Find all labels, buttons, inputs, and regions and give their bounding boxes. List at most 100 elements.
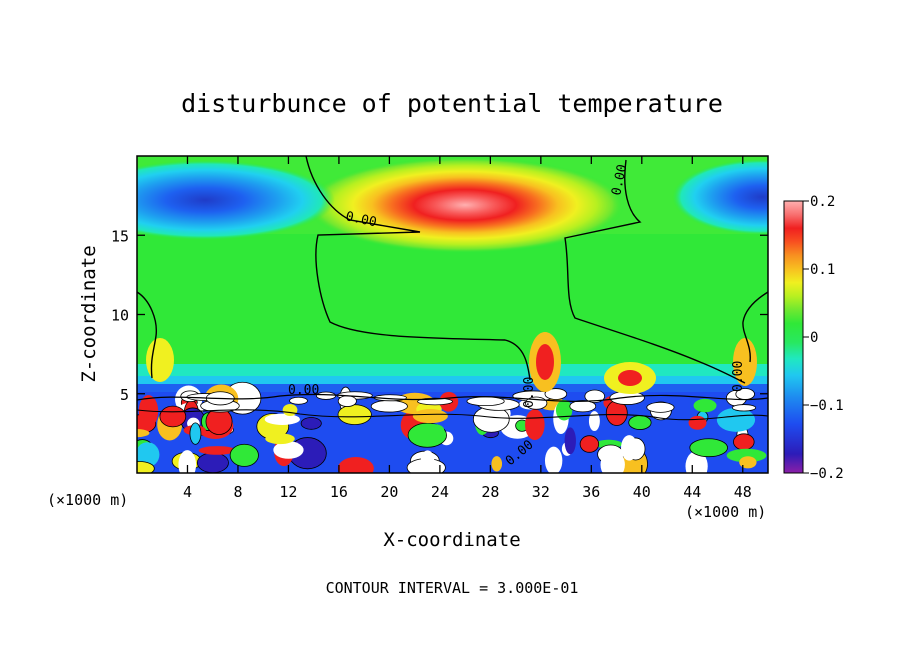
warm-core	[305, 157, 625, 253]
colorbar	[783, 200, 804, 474]
x-tick-label-44: 44	[683, 483, 701, 501]
x-tick-label-12: 12	[279, 483, 297, 501]
x-tick-label-28: 28	[481, 483, 499, 501]
contour-label-3: 0.00	[288, 383, 319, 398]
turbulent-blob	[229, 443, 259, 467]
y-axis-ticks: 5 10 15	[111, 227, 768, 404]
eddy	[646, 401, 675, 413]
turbulent-blob	[198, 446, 236, 455]
x-tick-label-4: 4	[183, 483, 192, 501]
turbulent-blobs	[137, 381, 767, 473]
turbulent-blob	[588, 411, 600, 431]
colorbar-label-0: 0.2	[810, 194, 835, 210]
eddy	[544, 388, 568, 400]
x-tick-label-8: 8	[233, 483, 242, 501]
eddy	[466, 396, 505, 407]
zero-contour-lower	[137, 393, 768, 402]
y-axis-label: Z-coordinate	[78, 245, 100, 382]
x-tick-label-40: 40	[633, 483, 651, 501]
y-tick-label-5: 5	[120, 386, 129, 404]
eddy	[337, 395, 357, 407]
turbulent-blob	[137, 461, 155, 473]
turbulent-blob	[264, 413, 300, 425]
turbulent-blob	[137, 429, 150, 438]
eddy	[731, 404, 757, 412]
eddy	[584, 389, 606, 403]
turbulent-blob	[189, 422, 202, 445]
contour-label-6: 0.00	[731, 361, 746, 392]
eddy	[315, 391, 337, 400]
turbulent-blob	[412, 409, 448, 424]
colorbar-label-3: −0.1	[810, 398, 844, 414]
cold-core-right	[672, 159, 768, 235]
cold-core-left	[137, 160, 335, 240]
turbulent-blob	[282, 403, 298, 416]
warm-plume-1-core	[536, 344, 554, 380]
colorbar-label-4: −0.2	[810, 466, 844, 482]
zero-contour-right-edge	[742, 291, 768, 363]
transition-band-2	[137, 376, 768, 384]
turbulent-blob	[621, 435, 638, 461]
contour-label-1: 0.00	[344, 209, 378, 230]
turbulent-blob	[525, 409, 545, 441]
x-tick-label-16: 16	[330, 483, 348, 501]
zero-contour-right	[564, 159, 746, 384]
turbulent-blob	[716, 407, 756, 432]
x-tick-label-24: 24	[431, 483, 449, 501]
turbulent-blob	[564, 427, 576, 455]
zero-contour-lower-2	[137, 409, 768, 421]
chart-title: disturbunce of potential temperature	[181, 89, 723, 118]
turbulent-blob	[159, 405, 187, 428]
turbulent-blob	[422, 423, 445, 436]
y-tick-label-15: 15	[111, 227, 129, 245]
turbulent-blob	[600, 450, 625, 473]
turbulent-blob	[555, 399, 573, 421]
turbulent-blob	[420, 450, 435, 471]
transition-band-1	[137, 364, 768, 376]
x-axis-ticks: 4 8 12 16 20 24 28 32 36 40 44 48	[183, 156, 752, 501]
x-tick-label-36: 36	[582, 483, 600, 501]
colorbar-label-2: 0	[810, 330, 818, 346]
warm-plume-2-core	[618, 370, 642, 386]
eddy	[370, 400, 408, 413]
plot-area: 0.00 0.00 0.00 0.00 0.00 0.00	[137, 156, 768, 473]
turbulent-blob	[196, 452, 229, 473]
warm-plume-3	[146, 338, 174, 382]
x-unit-right: (×1000 m)	[685, 503, 766, 521]
turbulent-blob	[137, 442, 160, 468]
turbulent-blob	[733, 433, 755, 451]
turbulent-blob	[739, 456, 757, 469]
turbulent-blob	[726, 448, 767, 463]
y-tick-label-10: 10	[111, 307, 129, 325]
contour-label-2: 0.00	[609, 163, 630, 197]
zero-contour-upper	[305, 156, 531, 381]
x-unit-left: (×1000 m)	[47, 491, 128, 509]
contour-label-4: 0.00	[522, 377, 537, 408]
turbulent-blob	[300, 417, 322, 430]
turbulent-blob	[689, 438, 728, 458]
x-axis-label: X-coordinate	[383, 529, 520, 551]
turbulent-blob	[693, 398, 717, 413]
x-tick-label-48: 48	[734, 483, 752, 501]
turbulent-blob	[337, 457, 374, 473]
turbulent-blob	[628, 415, 652, 430]
colorbar-label-1: 0.1	[810, 262, 835, 278]
zero-contour-left-edge	[137, 291, 157, 379]
transition-band-3	[137, 384, 768, 392]
turbulent-blob	[688, 415, 707, 430]
eddy	[569, 400, 597, 413]
x-tick-label-32: 32	[532, 483, 550, 501]
warm-plume-4	[733, 338, 757, 386]
contour-interval-note: CONTOUR INTERVAL = 3.000E-01	[326, 579, 579, 597]
turbulent-blob	[544, 446, 563, 473]
turbulent-blob	[178, 450, 197, 473]
turbulent-blob	[491, 456, 503, 472]
turbulent-blob	[273, 441, 304, 459]
x-tick-label-20: 20	[380, 483, 398, 501]
turbulent-blob	[265, 433, 295, 445]
eddy	[289, 396, 308, 405]
turbulent-blob	[337, 404, 372, 425]
turbulent-blob	[579, 435, 600, 453]
colorbar-ticks: 0.2 0.1 0 −0.1 −0.2	[803, 194, 844, 482]
